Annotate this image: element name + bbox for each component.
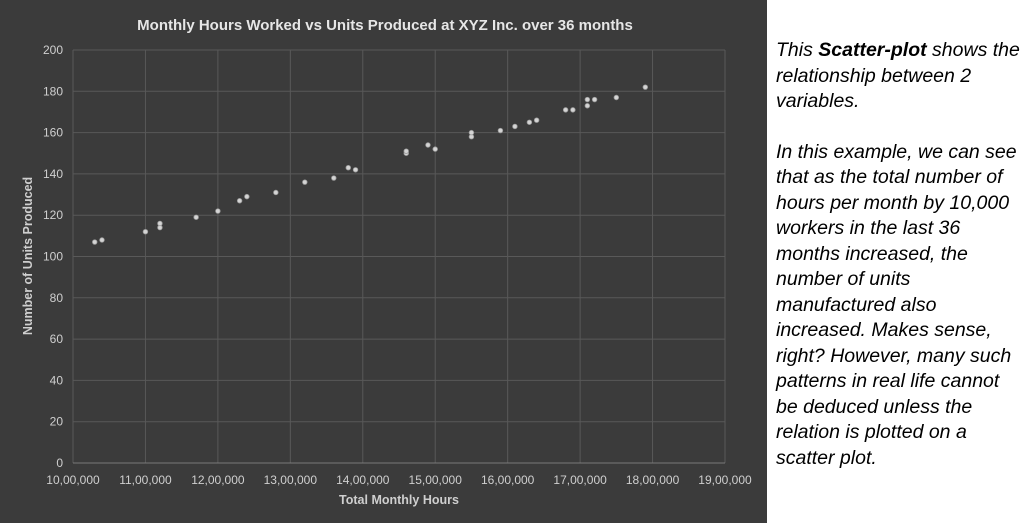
- y-tick-label: 0: [56, 456, 63, 470]
- scatter-point: [352, 167, 359, 173]
- data-points: [92, 84, 649, 245]
- scatter-point: [584, 96, 591, 103]
- scatter-point: [497, 127, 504, 134]
- gridlines: [72, 49, 726, 463]
- description-lead: This: [776, 39, 819, 61]
- y-tick-label: 160: [43, 126, 63, 140]
- y-tick-label: 200: [43, 43, 63, 57]
- scatter-point: [403, 148, 409, 154]
- scatter-point: [302, 179, 308, 185]
- chart-canvas: 0 20 40 60 80 100 120 140 160 180 200 10,00,000 11,0…: [21, 17, 752, 507]
- description-term: Scatter-plot: [818, 39, 927, 61]
- x-tick-label: 14,00,000: [336, 473, 390, 487]
- scatter-point: [345, 165, 351, 171]
- scatter-point: [273, 189, 279, 196]
- scatter-point: [512, 123, 518, 130]
- x-tick-label: 18,00,000: [626, 473, 680, 487]
- x-tick-label: 15,00,000: [409, 473, 463, 487]
- description-paragraph-1: This Scatter-plot shows the relationship…: [776, 38, 1026, 115]
- scatter-point: [468, 129, 475, 136]
- scatter-point: [236, 198, 243, 204]
- scatter-chart: 0 20 40 60 80 100 120 140 160 180 200 10,00,000 11,0…: [0, 0, 767, 523]
- y-tick-label: 80: [50, 291, 64, 305]
- scatter-point: [570, 107, 576, 113]
- scatter-point: [244, 193, 250, 200]
- scatter-point: [562, 107, 569, 113]
- scatter-point: [193, 214, 199, 220]
- scatter-point: [99, 237, 105, 243]
- scatter-point: [642, 84, 649, 90]
- scatter-point: [591, 96, 598, 103]
- x-tick-label: 10,00,000: [46, 473, 100, 487]
- x-tick-label: 11,00,000: [119, 473, 172, 487]
- scatter-point: [92, 239, 98, 245]
- scatter-point: [425, 142, 431, 148]
- chart-title: Monthly Hours Worked vs Units Produced a…: [137, 17, 633, 34]
- scatter-point: [331, 175, 337, 181]
- y-tick-label: 140: [43, 167, 63, 181]
- y-tick-label: 60: [50, 332, 64, 346]
- description-rest: shows the relationship between 2 variabl…: [776, 39, 1020, 112]
- y-tick-label: 120: [43, 208, 63, 222]
- y-tick-label: 180: [43, 84, 63, 98]
- y-tick-label: 100: [43, 250, 63, 264]
- scatter-point: [526, 119, 533, 125]
- tick-labels: 0 20 40 60 80 100 120 140 160 180 200 10,00,000 11,0…: [43, 43, 752, 487]
- y-axis-label: Number of Units Produced: [21, 177, 35, 335]
- scatter-point: [215, 208, 221, 214]
- description-paragraph-2: In this example, we can see that as the …: [776, 140, 1017, 469]
- scatter-point: [533, 117, 540, 123]
- x-tick-label: 17,00,000: [553, 473, 607, 487]
- x-axis-label: Total Monthly Hours: [339, 493, 459, 507]
- scatter-point: [157, 220, 163, 227]
- x-tick-label: 13,00,000: [264, 473, 318, 487]
- y-tick-label: 20: [50, 415, 64, 429]
- scatter-point: [432, 146, 438, 152]
- x-tick-label: 12,00,000: [191, 473, 245, 487]
- description-text: This Scatter-plot shows the relationship…: [776, 38, 1026, 496]
- scatter-point: [142, 229, 149, 235]
- y-tick-label: 40: [50, 373, 64, 387]
- scatter-point: [613, 94, 620, 101]
- x-tick-label: 16,00,000: [481, 473, 535, 487]
- x-tick-label: 19,00,000: [698, 473, 752, 487]
- scatter-point: [584, 103, 591, 109]
